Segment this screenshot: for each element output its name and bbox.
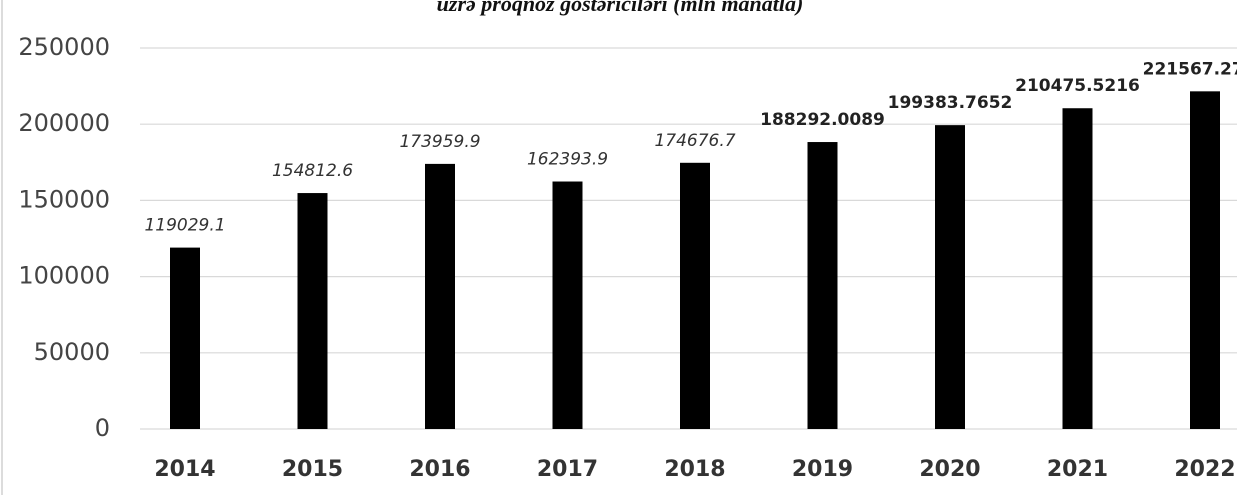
bar — [807, 142, 838, 430]
bar — [935, 125, 965, 429]
x-tick-label: 2015 — [282, 457, 343, 482]
y-tick-label: 150000 — [18, 185, 110, 213]
y-tick-label: 200000 — [18, 109, 110, 137]
x-tick-label: 2021 — [1047, 457, 1108, 482]
bar — [552, 181, 583, 429]
bar — [680, 162, 710, 429]
bar — [170, 247, 200, 429]
x-tick-label: 2014 — [154, 457, 215, 482]
x-tick-label: 2019 — [792, 457, 853, 482]
data-label: 162393.9 — [527, 150, 608, 170]
data-label: 188292.0089 — [760, 110, 885, 130]
bar — [1062, 108, 1093, 430]
y-tick-label: 50000 — [34, 338, 110, 366]
data-label: 199383.7652 — [888, 93, 1013, 113]
bar — [1190, 91, 1220, 429]
x-tick-label: 2016 — [409, 457, 470, 482]
y-tick-label: 250000 — [18, 33, 110, 61]
data-label: 173959.9 — [399, 132, 480, 152]
bar — [297, 193, 328, 429]
y-tick-label: 100000 — [18, 262, 110, 290]
data-label: 221567.2779 — [1143, 59, 1237, 79]
x-tick-label: 2022 — [1174, 457, 1235, 482]
x-tick-label: 2020 — [919, 457, 980, 482]
data-label: 210475.5216 — [1015, 76, 1140, 96]
data-label: 174676.7 — [654, 131, 735, 151]
data-label: 119029.1 — [144, 216, 225, 236]
y-tick-label: 0 — [95, 414, 110, 442]
x-tick-label: 2018 — [664, 457, 725, 482]
x-tick-label: 2017 — [537, 457, 598, 482]
data-label: 154812.6 — [272, 161, 353, 181]
chart-title: üzrə proqnoz göstəriciləri (mln manatla) — [437, 0, 804, 16]
bar — [425, 163, 455, 429]
